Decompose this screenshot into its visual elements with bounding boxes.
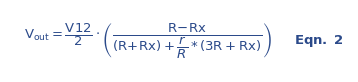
Text: $\mathrm{V_{out}} = \dfrac{\mathrm{V12}}{2}\cdot \left(\dfrac{\mathrm{R\!-\!Rx}}: $\mathrm{V_{out}} = \dfrac{\mathrm{V12}}…	[24, 21, 272, 61]
Text: $\bf{Eqn.\;2}$: $\bf{Eqn.\;2}$	[294, 33, 343, 49]
